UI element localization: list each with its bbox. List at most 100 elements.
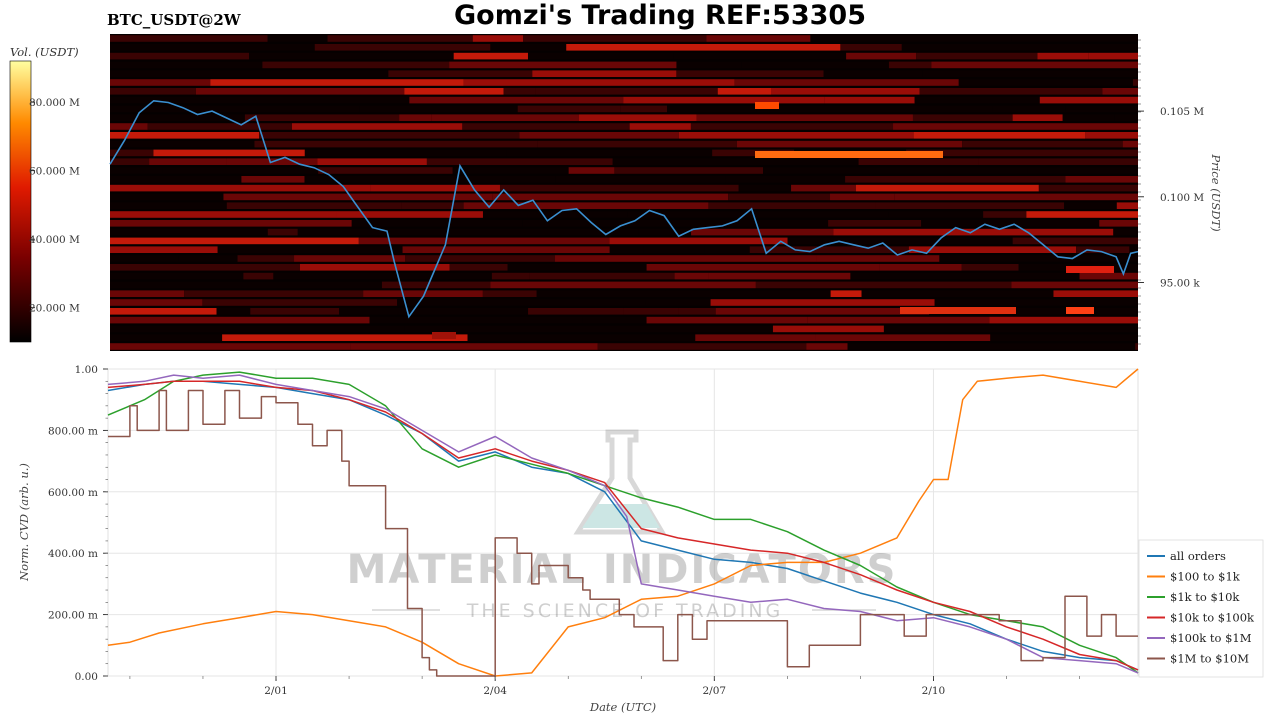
heatmap-cell <box>535 88 718 95</box>
heatmap-cell <box>822 237 1013 245</box>
heatmap-panel: 95.00 k 0.100 M 0.105 M Price (USDT) <box>109 34 1223 351</box>
heatmap-cell <box>609 246 644 253</box>
heatmap-cell <box>978 158 1138 165</box>
heatmap-cell <box>830 290 862 297</box>
heatmap-cell <box>519 132 679 139</box>
heatmap-cell <box>643 246 705 253</box>
heatmap-cell <box>554 255 817 262</box>
heatmap-cell <box>517 105 621 113</box>
heatmap-cell <box>463 202 709 209</box>
heatmap-bands <box>110 35 1138 350</box>
heatmap-cell <box>462 123 630 130</box>
heatmap-cell <box>291 123 463 130</box>
heatmap-cell <box>110 61 263 69</box>
heatmap-cell <box>695 334 816 341</box>
heatmap-cell <box>582 316 647 324</box>
heatmap-cell <box>815 334 991 341</box>
heatmap-cell <box>110 79 211 86</box>
heatmap-cell <box>824 96 915 104</box>
heatmap-cell <box>756 105 993 113</box>
price-tick-label: 0.100 M <box>1160 192 1204 204</box>
heatmap-cell <box>816 255 940 262</box>
heatmap-cell <box>810 35 1012 42</box>
heatmap-cell <box>537 140 737 148</box>
heatmap-cell <box>463 79 735 86</box>
heatmap-cell <box>696 114 913 121</box>
heatmap-cell <box>712 149 795 157</box>
heatmap-cell <box>806 343 848 350</box>
heatmap-cell <box>958 79 1133 86</box>
heatmap-cell <box>1122 140 1138 148</box>
heatmap-cell <box>901 44 1138 51</box>
legend-label: $100k to $1M <box>1170 631 1252 645</box>
heatmap-cell <box>931 61 1138 69</box>
legend-label: $1k to $10k <box>1170 590 1240 604</box>
heatmap-cell <box>791 184 856 192</box>
heatmap-cell <box>830 193 895 201</box>
heatmap-cell <box>623 96 825 104</box>
heatmap-cell <box>110 343 351 350</box>
heatmap-cell <box>845 176 1066 183</box>
heatmap-cell <box>503 88 536 95</box>
colorbar-tick-label: 40.000 M <box>29 234 80 246</box>
heatmap-cell <box>646 316 808 324</box>
heatmap-cell <box>223 193 493 201</box>
heatmap-cell <box>627 211 889 218</box>
heatmap-cell <box>399 114 432 121</box>
heatmap-cell <box>529 272 675 280</box>
heatmap-cell <box>110 246 218 253</box>
heatmap-cell <box>1135 343 1138 350</box>
heatmap-cell <box>990 334 1138 341</box>
colorbar: Vol. (USDT) 20.000 M 40.000 M 60.000 M 80.0… <box>9 45 80 343</box>
heatmap-cell <box>447 228 639 236</box>
heatmap-cell <box>388 70 533 77</box>
heatmap-cell <box>210 79 464 86</box>
heatmap-cell <box>523 35 707 42</box>
colorbar-gradient <box>9 60 32 343</box>
heatmap-cell <box>597 343 807 350</box>
heatmap-cell <box>1065 176 1138 183</box>
heatmap-cell <box>244 114 400 121</box>
heatmap-cell <box>294 255 406 262</box>
heatmap-cell <box>369 316 583 324</box>
heatmap-cell <box>1129 246 1138 253</box>
heatmap-cell <box>339 308 529 315</box>
heatmap-cell <box>879 264 962 271</box>
heatmap-cell <box>299 264 450 271</box>
heatmap-cell <box>676 61 742 69</box>
heatmap-cell <box>254 140 538 148</box>
heatmap-cell <box>1039 96 1138 104</box>
heatmap-cell <box>913 132 1086 139</box>
heatmap-cell <box>527 52 674 60</box>
heatmap-cell <box>297 228 447 236</box>
heatmap-cell <box>736 140 963 148</box>
heatmap-cell <box>110 290 185 297</box>
heatmap-cell <box>336 211 483 218</box>
heatmap-cell <box>199 325 405 333</box>
heatmap-cell <box>1053 290 1138 297</box>
heatmap-cell <box>216 308 251 315</box>
cvd-y-tick-label: 800.00 m <box>48 425 98 437</box>
heatmap-cell <box>846 52 917 60</box>
heatmap-cell <box>327 35 473 42</box>
heatmap-cell <box>883 325 1138 333</box>
heatmap-cell <box>259 132 520 139</box>
heatmap-cell <box>1079 272 1138 280</box>
series-line-r100_1k <box>107 368 1139 677</box>
heatmap-cell <box>1064 202 1117 209</box>
heatmap-cell <box>672 220 829 227</box>
heatmap-cell <box>888 211 984 218</box>
heatmap-cell <box>1102 88 1138 95</box>
heatmap-cell <box>555 176 726 183</box>
heatmap-cell <box>528 308 624 315</box>
heatmap-cell <box>110 96 374 104</box>
price-tick-label: 0.105 M <box>1160 106 1204 118</box>
heatmap-hotspot <box>755 151 943 158</box>
heatmap-cell <box>110 272 244 280</box>
heatmap-cell <box>629 123 691 130</box>
heatmap-cell <box>929 308 1138 315</box>
x-tick-label: 2/04 <box>483 685 507 697</box>
heatmap-cell <box>217 246 403 253</box>
heatmap-cell <box>1114 114 1138 121</box>
cvd-y-tick-label: 200.00 m <box>48 610 98 622</box>
